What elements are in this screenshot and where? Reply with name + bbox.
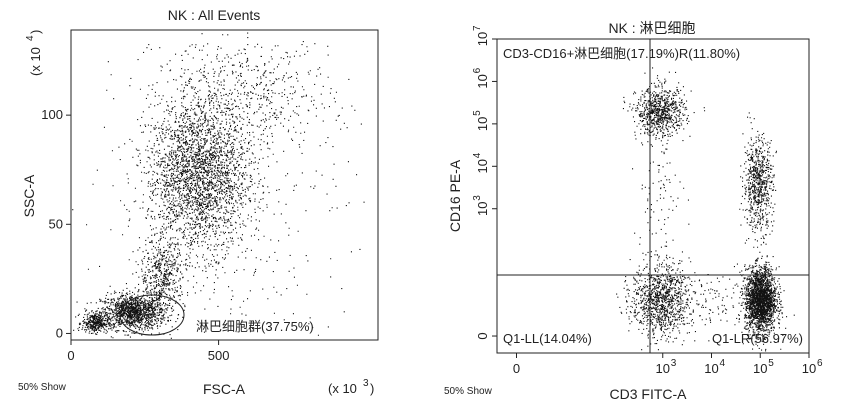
- right-x-tick-exponent: 3: [671, 358, 677, 369]
- left-y-tick-label: 50: [49, 216, 63, 231]
- right-y-axis-label: CD16 PE-A: [447, 159, 463, 232]
- left-plot-dots: [72, 32, 365, 339]
- right-plot-dots: [616, 67, 795, 352]
- right-y-tick-exponent: 7: [472, 25, 483, 31]
- right-x-tick-label: 10: [802, 361, 816, 376]
- right-x-tick-label: 10: [753, 361, 767, 376]
- right-y-tick-label: 10: [475, 32, 490, 46]
- right-x-ticks: 0 10 3 10 4 10 5 10 6: [513, 353, 823, 376]
- left-x-tick-label: 0: [67, 348, 74, 363]
- right-x-tick-label: 10: [704, 361, 718, 376]
- left-y-axis-label: SSC-A: [21, 174, 37, 217]
- right-y-tick-label: 0: [475, 332, 490, 339]
- right-y-tick-label: 10: [475, 74, 490, 88]
- left-x-tick-label: 500: [208, 348, 230, 363]
- left-x-multiplier-exp: 3: [363, 378, 369, 389]
- left-y-multiplier-close: ): [28, 30, 43, 34]
- left-y-tick-label: 100: [41, 107, 63, 122]
- left-scatter-plot: 0 500 0 50 100 NK : All Events 淋巴细胞群(37.75%…: [18, 7, 379, 397]
- left-y-ticks: 0 50 100: [41, 107, 71, 340]
- right-y-tick-group: 106: [472, 67, 490, 88]
- right-x-tick-exponent: 5: [768, 358, 774, 369]
- right-y-tick-exponent: 5: [472, 110, 483, 116]
- right-x-tick-label: 10: [656, 361, 670, 376]
- quadrant-ur-label: CD3-CD16+淋巴细胞(17.19%)R(11.80%): [503, 46, 740, 61]
- right-event-dots: [616, 67, 795, 352]
- left-x-ticks: 0 500: [67, 340, 229, 363]
- quadrant-lr-label: Q1-LR(56.97%): [712, 331, 803, 346]
- right-y-tick-label: 10: [475, 201, 490, 215]
- right-y-tick-label: 10: [475, 159, 490, 173]
- lymphocyte-gate-label: 淋巴细胞群(37.75%): [196, 319, 314, 334]
- right-y-tick-group: 105: [472, 110, 490, 131]
- right-y-tick-exponent: 3: [472, 195, 483, 201]
- right-y-tick-exponent: 4: [472, 152, 483, 158]
- left-x-multiplier: (x 10 3 ): [328, 378, 374, 396]
- right-y-tick-group: 107: [472, 25, 490, 46]
- right-y-tick-exponent: 6: [472, 67, 483, 73]
- right-x-axis-label: CD3 FITC-A: [610, 386, 688, 402]
- right-y-tick-group: 104: [472, 152, 490, 173]
- left-x-multiplier-close: ): [370, 381, 374, 396]
- left-y-multiplier-base: (x 10: [28, 47, 43, 76]
- right-plot-title: NK : 淋巴细胞: [608, 20, 695, 36]
- left-x-axis-label: FSC-A: [203, 381, 246, 397]
- right-y-tick-label: 10: [475, 117, 490, 131]
- left-x-multiplier-base: (x 10: [328, 381, 357, 396]
- left-y-tick-label: 0: [56, 325, 63, 340]
- right-show-label: 50% Show: [444, 386, 493, 397]
- left-y-multiplier-exp: 4: [25, 35, 36, 41]
- right-y-tick-group: 103: [472, 195, 490, 216]
- left-show-label: 50% Show: [18, 382, 67, 393]
- left-event-dots: [72, 32, 365, 339]
- left-y-multiplier: (x 10 4 ): [25, 30, 43, 76]
- quadrant-ll-label: Q1-LL(14.04%): [503, 331, 592, 346]
- left-plot-frame: [70, 29, 379, 341]
- right-y-tick-group: 0: [475, 332, 490, 339]
- left-plot-title: NK : All Events: [168, 7, 261, 23]
- right-x-tick-exponent: 4: [720, 358, 726, 369]
- right-x-tick-exponent: 6: [817, 358, 823, 369]
- lymphocyte-gate: [119, 294, 185, 336]
- right-x-tick-label: 0: [513, 361, 520, 376]
